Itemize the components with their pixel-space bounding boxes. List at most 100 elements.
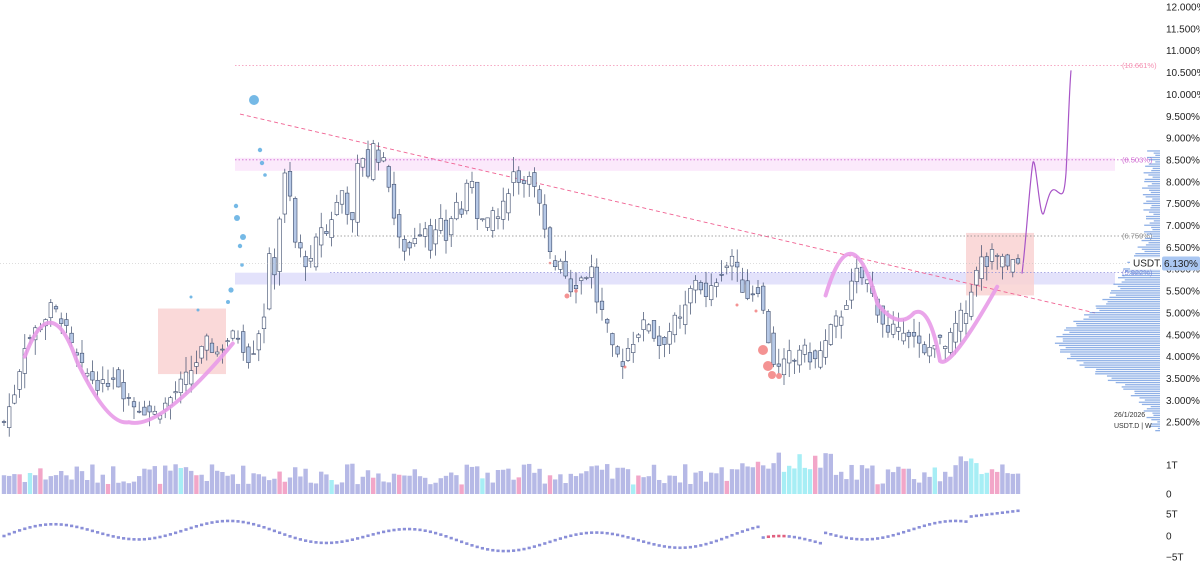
oscillator-mark <box>184 528 188 531</box>
volume-bar <box>371 477 376 494</box>
price-tick-label: 8.500% <box>1166 155 1200 166</box>
volume-profile-bin <box>1153 152 1160 154</box>
candle-body <box>454 201 459 220</box>
volume-profile-bin <box>1155 161 1160 163</box>
candle-body <box>979 256 984 280</box>
oscillator-mark <box>491 548 495 552</box>
signal-dot-blue <box>234 215 240 221</box>
volume-profile-bin <box>1124 279 1160 281</box>
signal-dot-blue <box>196 308 200 312</box>
signal-dot-blue <box>249 95 259 105</box>
volume-profile-bin <box>1099 309 1160 312</box>
volume-bar <box>345 464 350 494</box>
candle-body <box>755 287 761 294</box>
volume-bar <box>906 468 911 494</box>
volume-bar <box>698 471 703 494</box>
volume-profile-bin <box>1145 244 1160 246</box>
volume-bar <box>963 461 969 494</box>
candle-body <box>334 202 339 215</box>
candle-body <box>459 208 464 215</box>
oscillator-mark <box>59 523 63 526</box>
oscillator-tick-label: 5T <box>1166 510 1178 521</box>
candle-body <box>391 183 397 219</box>
volume-bar <box>729 469 735 494</box>
volume-profile-bin <box>1096 368 1160 371</box>
oscillator-mark <box>642 540 646 543</box>
volume-bar <box>454 475 459 494</box>
oscillator-mark <box>252 522 256 526</box>
oscillator-mark <box>616 533 620 537</box>
candle-body <box>948 332 953 353</box>
candle-body <box>542 204 547 230</box>
price-tick-label: 11.000% <box>1166 46 1200 57</box>
volume-profile-bin <box>1076 360 1160 362</box>
oscillator-mark <box>402 527 406 531</box>
volume-bar <box>464 464 469 494</box>
oscillator-mark <box>418 528 422 532</box>
oscillator-mark <box>657 544 661 547</box>
oscillator-mark <box>673 546 677 549</box>
symbol-badge-bg <box>1130 257 1160 270</box>
volume-bar <box>469 466 475 494</box>
candle-body <box>885 325 891 333</box>
candle-body <box>901 332 906 342</box>
oscillator-mark <box>38 523 42 527</box>
signal-dot-red <box>735 303 739 307</box>
volume-profile-bin <box>1129 272 1160 274</box>
oscillator-mark <box>704 542 708 546</box>
oscillator-mark <box>917 526 921 529</box>
oscillator-mark <box>714 539 718 543</box>
volume-bar <box>43 479 48 494</box>
candle-body <box>339 190 345 205</box>
oscillator-mark <box>792 535 796 539</box>
volume-bar <box>823 453 828 494</box>
candle-body <box>329 219 334 238</box>
volume-bar <box>901 468 906 494</box>
oscillator-mark <box>148 537 152 541</box>
oscillator-mark <box>1016 509 1020 513</box>
volume-bar <box>272 478 277 494</box>
candle-body <box>1010 259 1015 273</box>
oscillator-mark <box>683 546 687 549</box>
candle-body <box>303 256 308 268</box>
candle-body <box>277 218 282 272</box>
volume-bar <box>839 471 844 494</box>
volume-bar <box>33 475 38 494</box>
oscillator-tick-label: −5T <box>1166 553 1184 563</box>
volume-bar <box>475 466 480 494</box>
oscillator-mark <box>174 531 178 535</box>
volume-profile-bin <box>1115 294 1160 296</box>
volume-profile-bin <box>1148 211 1160 213</box>
oscillator-mark <box>392 528 396 532</box>
volume-bar <box>490 482 495 494</box>
candle-body <box>953 322 958 343</box>
volume-bar <box>636 475 641 494</box>
candle-body <box>615 346 620 355</box>
oscillator-mark <box>740 530 744 533</box>
volume-profile-bin <box>1144 231 1160 233</box>
candle-body <box>225 340 230 343</box>
candle-body <box>927 346 932 357</box>
oscillator-mark <box>896 532 900 536</box>
candle-body <box>849 280 854 301</box>
volume-bar <box>267 480 272 494</box>
volume-bar <box>173 464 178 494</box>
volume-bar <box>105 483 111 494</box>
oscillator-mark <box>870 537 874 541</box>
volume-tick-label: 1T <box>1166 461 1178 472</box>
volume-bar <box>147 469 152 494</box>
volume-bar <box>1015 473 1021 494</box>
candle-body <box>272 257 277 276</box>
volume-bar <box>225 475 230 494</box>
oscillator-mark <box>803 537 807 541</box>
volume-bar <box>95 482 100 494</box>
oscillator-mark <box>428 530 432 534</box>
price-tick-label: 5.000% <box>1166 308 1200 319</box>
volume-tick-label: 0 <box>1166 490 1172 501</box>
oscillator-mark <box>798 536 802 540</box>
volume-profile-bin <box>1089 312 1160 314</box>
volume-profile-bin <box>1147 185 1160 187</box>
volume-profile-bin <box>1107 301 1160 303</box>
candle-body <box>579 277 584 281</box>
